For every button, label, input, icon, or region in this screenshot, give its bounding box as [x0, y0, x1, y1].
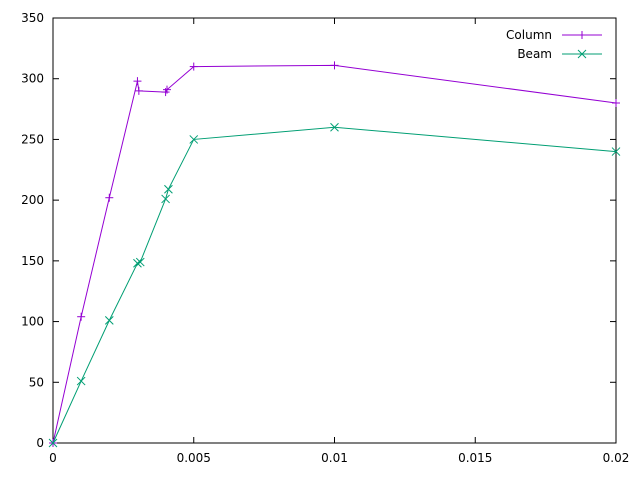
data-point-beam: [189, 135, 199, 144]
data-point-beam: [104, 316, 114, 325]
data-point-column: [612, 99, 620, 107]
legend-label-beam: Beam: [517, 47, 552, 61]
x-tick-label: 0.015: [458, 451, 492, 465]
legend-marker-column: [578, 31, 586, 39]
data-point-beam: [48, 438, 58, 448]
y-tick-label: 200: [21, 193, 44, 207]
y-tick-label: 150: [21, 254, 44, 268]
x-axis: 0 0.005 0.01 0.015 0.02: [49, 18, 629, 465]
data-point-column: [189, 62, 198, 71]
data-point-column: [134, 86, 143, 95]
series-layer: [48, 61, 621, 448]
y-tick-label: 250: [21, 132, 44, 146]
x-tick-label: 0: [49, 451, 57, 465]
data-point-column: [133, 77, 142, 86]
data-point-column: [163, 85, 172, 94]
data-point-column: [105, 193, 114, 202]
data-point-beam: [161, 194, 170, 204]
y-tick-label: 50: [29, 375, 44, 389]
data-point-beam: [76, 376, 86, 386]
y-axis: 0 50 100 150 200 250 300 350: [21, 11, 616, 450]
data-point-column: [77, 312, 86, 321]
data-point-beam: [611, 147, 621, 156]
y-tick-label: 100: [21, 315, 44, 329]
x-tick-label: 0.01: [321, 451, 348, 465]
y-tick-label: 350: [21, 11, 44, 25]
data-point-beam: [133, 258, 142, 268]
series-line-column: [52, 64, 617, 444]
y-tick-label: 0: [36, 436, 44, 450]
x-tick-label: 0.005: [177, 451, 211, 465]
legend: Column Beam: [506, 28, 602, 61]
x-tick-label: 0.02: [603, 451, 630, 465]
data-point-column: [330, 61, 339, 70]
data-point-beam: [330, 122, 339, 132]
legend-marker-beam: [577, 49, 587, 59]
data-point-beam: [135, 257, 145, 267]
series-line-beam: [52, 126, 617, 444]
legend-label-column: Column: [506, 28, 552, 42]
y-tick-label: 300: [21, 72, 44, 86]
data-point-beam: [164, 184, 173, 194]
